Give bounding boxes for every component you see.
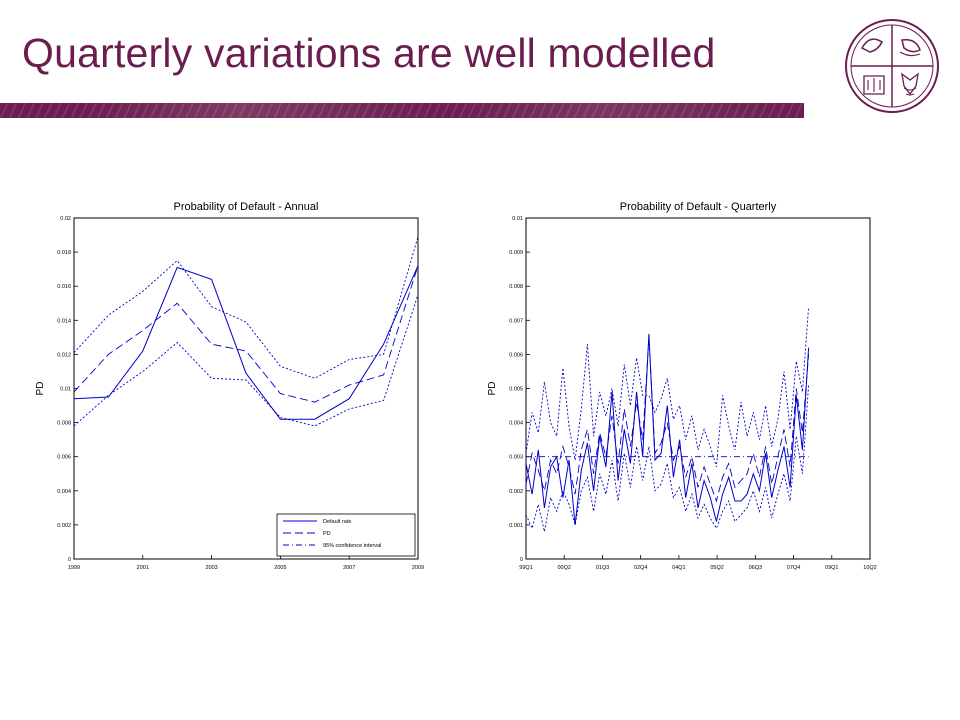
chart-0-x-tick-label: 2007	[343, 565, 355, 571]
university-seal-icon	[845, 19, 939, 113]
chart-1-title: Probability of Default - Quarterly	[620, 201, 777, 213]
chart-0-y-tick-label: 0.002	[57, 523, 71, 529]
title-band	[0, 103, 804, 118]
chart-0-y-tick-label: 0	[68, 557, 71, 563]
chart-0-y-tick-label: 0.008	[57, 421, 71, 427]
chart-1-y-axis-label: PD	[487, 382, 498, 396]
chart-1-x-tick-label: 05Q2	[710, 565, 723, 571]
chart-0-x-tick-label: 2009	[412, 565, 424, 571]
chart-1-series-1-line	[525, 337, 810, 503]
slide-title: Quarterly variations are well modelled	[22, 30, 716, 76]
chart-1-x-tick-label: 01Q3	[596, 565, 609, 571]
chart-0-y-tick-label: 0.004	[57, 489, 71, 495]
chart-1-y-tick-label: 0.006	[509, 352, 523, 358]
chart-0-legend-label: 95% confidence interval	[323, 543, 381, 549]
chart-quarterly: Probability of Default - Quarterly 0 0.001…	[487, 201, 877, 571]
chart-1-x-tick-label: 06Q3	[749, 565, 762, 571]
chart-0-y-tick-label: 0.02	[60, 216, 71, 222]
chart-1-x-tick-label: 99Q1	[519, 565, 532, 571]
chart-0-x-tick-label: 1999	[68, 565, 80, 571]
chart-0-series-0-line	[73, 265, 419, 420]
chart-0-legend-label: Default rate	[323, 519, 351, 525]
chart-1-x-tick-label: 00Q2	[557, 565, 570, 571]
chart-annual: Probability of Default - Annual 0 0.002 0.0…	[35, 201, 424, 571]
chart-0-legend-label: PD	[323, 531, 331, 537]
chart-0-x-tick-label: 2001	[137, 565, 149, 571]
chart-1-y-tick-label: 0.008	[509, 284, 523, 290]
chart-0-y-tick-label: 0.018	[57, 250, 71, 256]
chart-1-y-tick-label: 0.005	[509, 387, 523, 393]
chart-0-y-tick-label: 0.016	[57, 284, 71, 290]
chart-0-y-tick-label: 0.006	[57, 455, 71, 461]
chart-1-x-tick-label: 02Q4	[634, 565, 647, 571]
chart-0-plot-frame	[73, 217, 419, 560]
chart-1-series-0-line	[525, 333, 810, 525]
chart-0-series-2-line	[73, 236, 419, 379]
chart-1-y-tick-label: 0.009	[509, 250, 523, 256]
chart-1-y-tick-label: 0.003	[509, 455, 523, 461]
chart-1-x-tick-label: 07Q4	[787, 565, 800, 571]
chart-1-y-tick-label: 0.01	[512, 216, 523, 222]
chart-0-y-axis-label: PD	[35, 382, 46, 396]
chart-1-series-3-line	[525, 385, 810, 532]
chart-0-x-tick-label: 2005	[274, 565, 286, 571]
chart-0-series-1-line	[73, 265, 419, 403]
chart-1-x-tick-label: 04Q1	[672, 565, 685, 571]
chart-1-y-tick-label: 0.001	[509, 523, 523, 529]
chart-0-series-3-line	[73, 294, 419, 427]
chart-0-y-tick-label: 0.012	[57, 352, 71, 358]
chart-1-y-tick-label: 0.007	[509, 318, 523, 324]
chart-0-title: Probability of Default - Annual	[174, 201, 319, 213]
chart-1-y-tick-label: 0.002	[509, 489, 523, 495]
chart-1-series-2-line	[525, 306, 810, 468]
chart-1-x-tick-label: 10Q2	[863, 565, 876, 571]
chart-0-y-tick-label: 0.014	[57, 318, 71, 324]
chart-0-x-tick-label: 2003	[205, 565, 217, 571]
chart-1-x-tick-label: 09Q1	[825, 565, 838, 571]
chart-1-y-tick-label: 0	[520, 557, 523, 563]
chart-0-y-tick-label: 0.01	[60, 387, 71, 393]
chart-1-y-tick-label: 0.004	[509, 421, 523, 427]
